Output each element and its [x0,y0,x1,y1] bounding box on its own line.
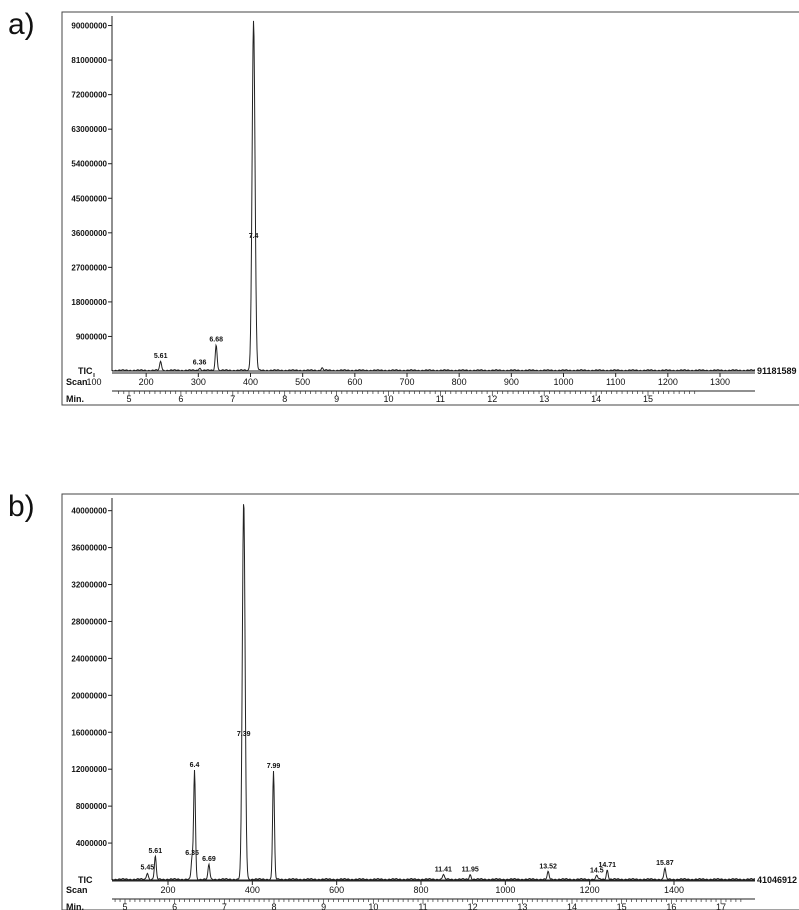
min-tick-label: 7 [230,394,235,404]
peak-label: 14.5 [590,867,604,874]
scan-tick-label: 100 [86,377,101,387]
max-intensity-label: 41046912 [757,875,797,885]
min-tick-label: 6 [172,902,177,910]
min-tick-label: 12 [487,394,497,404]
min-tick-label: 12 [468,902,478,910]
tic-trace [111,504,756,881]
row-label: Scan [66,885,88,895]
chart-panel-a: a) 9000000 18000000 27000000 36000000 450000… [0,0,799,410]
min-tick-label: 17 [716,902,726,910]
min-tick-label: 11 [418,902,427,910]
min-tick-label: 10 [368,902,378,910]
y-tick-label: 9000000 [76,332,108,341]
peak-label: 7.39 [237,731,251,738]
min-tick-label: 9 [334,394,339,404]
y-tick-label: 36000000 [71,229,107,238]
row-label: Scan [66,377,88,387]
scan-tick-label: 400 [245,885,260,895]
y-tick-label: 28000000 [71,617,107,626]
y-tick-label: 20000000 [71,691,107,700]
chromatogram-b: 4000000 8000000 12000000 16000000 20000000 24… [61,493,799,910]
peak-label: 6.69 [202,856,216,863]
y-tick-label: 27000000 [71,263,107,272]
peak-label: 5.61 [154,353,168,360]
y-tick-label: 36000000 [71,544,107,553]
min-tick-label: 10 [383,394,393,404]
y-tick-label: 45000000 [71,194,107,203]
peak-label: 13.52 [539,864,557,871]
peak-label: 5.61 [148,848,162,855]
scan-tick-label: 600 [347,377,362,387]
y-tick-label: 24000000 [71,654,107,663]
row-label: TIC [78,875,93,885]
peak-label: 7.4 [249,233,259,240]
peak-label: 6.4 [190,762,200,769]
min-tick-label: 16 [666,902,676,910]
y-tick-label: 16000000 [71,728,107,737]
min-tick-label: 9 [321,902,326,910]
y-tick-label: 81000000 [71,56,107,65]
y-tick-label: 54000000 [71,160,107,169]
tic-trace [111,20,756,372]
scan-tick-label: 500 [295,377,310,387]
scan-tick-label: 1100 [606,377,625,387]
y-tick-label: 12000000 [71,765,107,774]
scan-tick-label: 1400 [664,885,684,895]
min-tick-label: 14 [591,394,601,404]
scan-tick-label: 1300 [710,377,730,387]
panel-label-a: a) [8,8,35,41]
row-label: TIC [78,366,93,376]
scan-tick-label: 200 [139,377,154,387]
min-tick-label: 6 [178,394,183,404]
peak-label: 5.45 [141,865,155,872]
scan-tick-label: 700 [399,377,414,387]
min-tick-label: 14 [567,902,577,910]
scan-tick-label: 1000 [553,377,573,387]
scan-tick-label: 200 [160,885,175,895]
peak-label: 14.71 [598,862,616,869]
scan-tick-label: 400 [243,377,258,387]
min-tick-label: 5 [122,902,127,910]
y-tick-label: 40000000 [71,507,107,516]
panel-label-b: b) [8,490,35,523]
plot-frame [61,11,799,406]
min-tick-label: 8 [271,902,276,910]
y-tick-label: 63000000 [71,125,107,134]
min-tick-label: 5 [126,394,131,404]
peak-label: 6.36 [193,360,207,367]
chart-panel-b: b) 4000000 8000000 12000000 16000000 2000000… [0,478,799,910]
plot-frame [61,493,799,910]
peak-label: 7.99 [267,763,281,770]
scan-tick-label: 800 [413,885,428,895]
y-tick-label: 18000000 [71,298,107,307]
min-tick-label: 13 [539,394,549,404]
scan-tick-label: 1000 [495,885,515,895]
y-tick-label: 72000000 [71,91,107,100]
min-tick-label: 7 [222,902,227,910]
y-tick-label: 4000000 [76,839,108,848]
scan-tick-label: 1200 [658,377,678,387]
min-tick-label: 15 [617,902,627,910]
peak-label: 11.41 [435,866,452,873]
row-label: Min. [66,902,84,910]
peak-label: 6.35 [185,850,199,857]
y-tick-label: 90000000 [71,22,107,31]
y-tick-label: 8000000 [76,802,108,811]
min-tick-label: 11 [436,394,445,404]
scan-tick-label: 900 [504,377,519,387]
scan-tick-label: 1200 [580,885,600,895]
scan-tick-label: 600 [329,885,344,895]
y-tick-label: 32000000 [71,581,107,590]
scan-tick-label: 300 [191,377,206,387]
peak-label: 15.87 [656,860,674,867]
min-tick-label: 8 [282,394,287,404]
min-tick-label: 13 [517,902,527,910]
chromatogram-a: 9000000 18000000 27000000 36000000 45000000 5… [61,11,799,406]
peak-label: 11.95 [462,866,479,873]
scan-tick-label: 800 [452,377,467,387]
peak-label: 6.68 [209,336,223,343]
max-intensity-label: 91181589 [757,366,797,376]
row-label: Min. [66,394,84,404]
min-tick-label: 15 [643,394,653,404]
